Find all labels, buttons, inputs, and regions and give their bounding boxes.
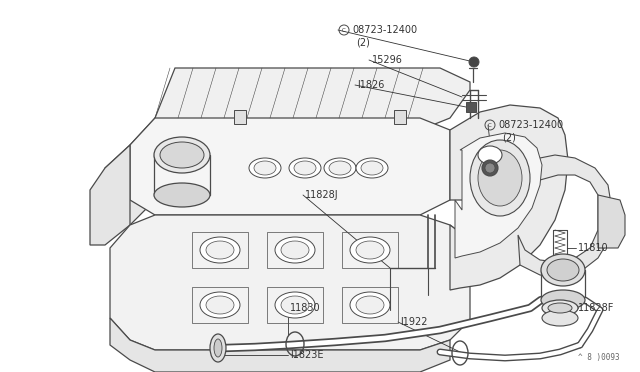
Ellipse shape bbox=[154, 183, 210, 207]
Ellipse shape bbox=[541, 290, 585, 310]
Ellipse shape bbox=[329, 161, 351, 175]
Ellipse shape bbox=[289, 158, 321, 178]
Polygon shape bbox=[598, 195, 625, 248]
Ellipse shape bbox=[275, 237, 315, 263]
Ellipse shape bbox=[356, 158, 388, 178]
Text: C: C bbox=[342, 28, 346, 32]
Polygon shape bbox=[110, 215, 470, 350]
Polygon shape bbox=[455, 133, 542, 258]
Polygon shape bbox=[518, 155, 612, 278]
Ellipse shape bbox=[350, 292, 390, 318]
Ellipse shape bbox=[350, 237, 390, 263]
Text: 08723-12400: 08723-12400 bbox=[498, 120, 563, 130]
Text: 11828F: 11828F bbox=[578, 303, 614, 313]
Ellipse shape bbox=[281, 241, 309, 259]
Ellipse shape bbox=[275, 292, 315, 318]
FancyBboxPatch shape bbox=[234, 110, 246, 124]
Ellipse shape bbox=[206, 241, 234, 259]
Text: l1922: l1922 bbox=[400, 317, 428, 327]
Ellipse shape bbox=[478, 146, 502, 164]
Ellipse shape bbox=[478, 150, 522, 206]
Ellipse shape bbox=[281, 296, 309, 314]
Ellipse shape bbox=[200, 292, 240, 318]
Text: (2): (2) bbox=[356, 37, 370, 47]
Circle shape bbox=[482, 160, 498, 176]
Text: 11810: 11810 bbox=[578, 243, 609, 253]
Ellipse shape bbox=[206, 296, 234, 314]
FancyBboxPatch shape bbox=[466, 102, 476, 112]
Text: 15296: 15296 bbox=[372, 55, 403, 65]
Ellipse shape bbox=[160, 142, 204, 168]
Ellipse shape bbox=[324, 158, 356, 178]
Circle shape bbox=[469, 57, 479, 67]
Ellipse shape bbox=[200, 237, 240, 263]
Ellipse shape bbox=[210, 334, 226, 362]
Polygon shape bbox=[450, 105, 568, 290]
Text: 08723-12400: 08723-12400 bbox=[352, 25, 417, 35]
Text: l1826: l1826 bbox=[357, 80, 385, 90]
Text: C: C bbox=[488, 122, 492, 128]
Polygon shape bbox=[110, 318, 450, 372]
Ellipse shape bbox=[542, 310, 578, 326]
Polygon shape bbox=[90, 145, 130, 245]
Ellipse shape bbox=[214, 339, 222, 357]
Ellipse shape bbox=[249, 158, 281, 178]
Ellipse shape bbox=[356, 241, 384, 259]
Ellipse shape bbox=[548, 303, 572, 313]
Text: 11830: 11830 bbox=[290, 303, 321, 313]
Text: 11828J: 11828J bbox=[305, 190, 339, 200]
Polygon shape bbox=[155, 68, 470, 130]
Ellipse shape bbox=[294, 161, 316, 175]
Polygon shape bbox=[130, 118, 450, 215]
Ellipse shape bbox=[541, 254, 585, 286]
Text: l1823E: l1823E bbox=[290, 350, 323, 360]
Polygon shape bbox=[105, 118, 155, 225]
Circle shape bbox=[485, 163, 495, 173]
Ellipse shape bbox=[361, 161, 383, 175]
Ellipse shape bbox=[470, 140, 530, 216]
Ellipse shape bbox=[356, 296, 384, 314]
Ellipse shape bbox=[254, 161, 276, 175]
FancyBboxPatch shape bbox=[394, 110, 406, 124]
Text: (2): (2) bbox=[502, 132, 516, 142]
Ellipse shape bbox=[154, 137, 210, 173]
Text: ^ 8 )0093: ^ 8 )0093 bbox=[579, 353, 620, 362]
Ellipse shape bbox=[547, 259, 579, 281]
Ellipse shape bbox=[542, 300, 578, 316]
